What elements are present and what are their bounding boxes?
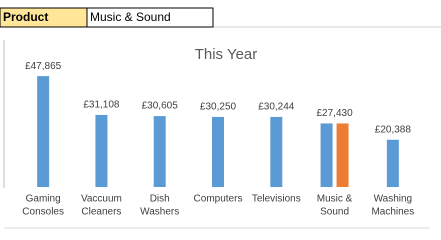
x-tick-label: Computers: [194, 194, 243, 205]
value-label: £27,430: [316, 108, 353, 119]
chart-title: This Year: [195, 46, 258, 63]
sheet: Product Music & Sound This Year Gaming Co…: [0, 7, 441, 229]
x-tick-label: Machines: [371, 207, 414, 218]
bar: [386, 139, 399, 187]
x-tick-label: Sound: [320, 207, 349, 218]
value-label: £30,250: [200, 102, 237, 113]
value-label: £30,244: [258, 102, 295, 113]
filter-value[interactable]: Music & Sound: [90, 10, 171, 24]
value-label: £47,865: [25, 61, 62, 72]
x-tick-label: Gaming: [26, 194, 61, 205]
x-tick-label: Dish: [150, 194, 170, 205]
x-tick-label: Televisions: [252, 194, 301, 205]
value-label: £20,388: [375, 124, 412, 135]
value-label: £31,108: [83, 100, 120, 111]
filter-value-cell[interactable]: [86, 7, 214, 28]
x-tick-label: Washers: [140, 207, 179, 218]
bar: [320, 123, 333, 187]
bar: [270, 116, 283, 187]
x-tick-label: Music &: [317, 194, 353, 205]
filter-label: Product: [3, 10, 48, 24]
x-tick-label: Consoles: [22, 207, 64, 218]
x-tick-label: Cleaners: [81, 207, 121, 218]
bar: [336, 123, 349, 187]
bar: [37, 76, 50, 187]
x-tick-label: Washing: [374, 194, 413, 205]
bar: [153, 116, 166, 187]
screen: Product Music & Sound This Year Gaming Co…: [0, 7, 441, 229]
bar: [212, 116, 224, 187]
x-tick-label: Vaccuum: [81, 194, 122, 205]
value-label: £30,605: [142, 101, 179, 112]
bar: [95, 114, 108, 187]
